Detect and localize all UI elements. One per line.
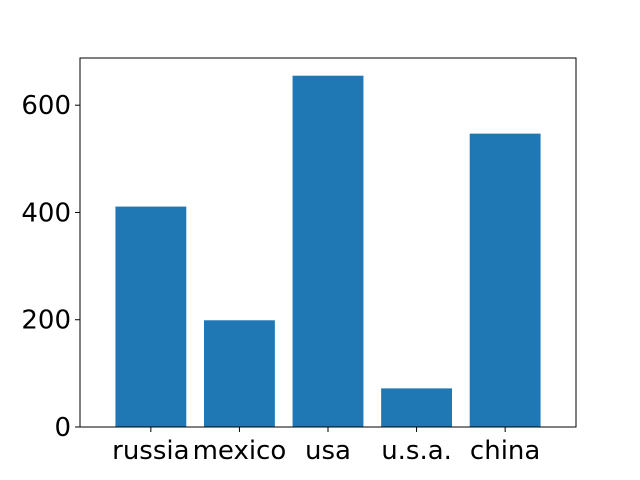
bar-u-s-a xyxy=(381,388,452,427)
x-tick-label-mexico: mexico xyxy=(193,436,287,466)
plot-frame xyxy=(79,57,577,428)
x-tick-label-u-s-a: u.s.a. xyxy=(381,436,452,466)
bar-mexico xyxy=(204,320,275,427)
x-axis: russia mexico usa u.s.a. china xyxy=(112,427,540,466)
x-tick-label-usa: usa xyxy=(305,436,351,466)
x-tick-label-china: china xyxy=(470,436,540,466)
bars-group xyxy=(115,75,541,428)
bar-russia xyxy=(115,206,187,427)
y-axis: 0 200 400 600 xyxy=(21,91,80,443)
y-tick-label-200: 200 xyxy=(21,306,71,336)
y-tick-label-600: 600 xyxy=(21,91,71,121)
bar-china xyxy=(469,133,541,428)
y-tick-label-400: 400 xyxy=(21,198,71,228)
x-tick-label-russia: russia xyxy=(112,436,189,466)
bar-usa xyxy=(292,75,364,427)
y-tick-label-0: 0 xyxy=(54,413,71,443)
